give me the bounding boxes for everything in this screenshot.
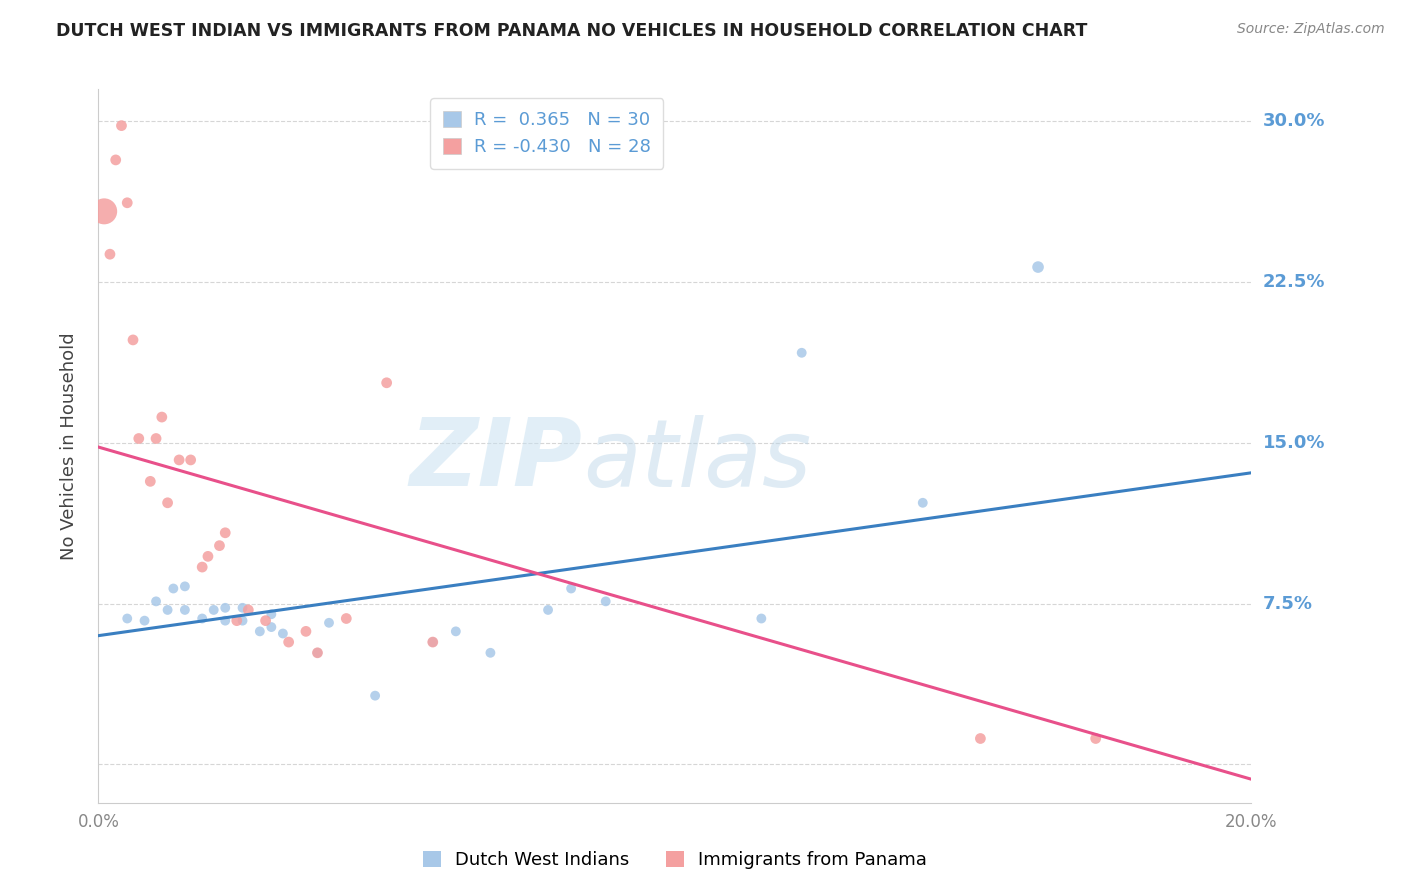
Point bbox=[537, 603, 560, 617]
Point bbox=[110, 119, 132, 133]
Point bbox=[260, 607, 283, 622]
Point bbox=[156, 496, 179, 510]
Point bbox=[139, 475, 162, 489]
Point bbox=[104, 153, 127, 167]
Text: atlas: atlas bbox=[582, 415, 811, 506]
Text: 22.5%: 22.5% bbox=[1263, 273, 1324, 291]
Point bbox=[260, 620, 283, 634]
Point bbox=[214, 600, 236, 615]
Y-axis label: No Vehicles in Household: No Vehicles in Household bbox=[59, 332, 77, 560]
Point bbox=[911, 496, 934, 510]
Point bbox=[156, 603, 179, 617]
Point bbox=[307, 646, 329, 660]
Point bbox=[560, 582, 582, 596]
Point bbox=[271, 626, 294, 640]
Point bbox=[128, 432, 150, 446]
Point bbox=[595, 594, 617, 608]
Point bbox=[790, 345, 813, 359]
Point bbox=[364, 689, 387, 703]
Point bbox=[208, 539, 231, 553]
Point bbox=[969, 731, 991, 746]
Point bbox=[249, 624, 271, 639]
Point bbox=[422, 635, 444, 649]
Point bbox=[174, 603, 197, 617]
Point bbox=[225, 614, 247, 628]
Text: 15.0%: 15.0% bbox=[1263, 434, 1324, 451]
Text: ZIP: ZIP bbox=[409, 414, 582, 507]
Point bbox=[214, 525, 236, 540]
Point bbox=[231, 614, 254, 628]
Text: DUTCH WEST INDIAN VS IMMIGRANTS FROM PANAMA NO VEHICLES IN HOUSEHOLD CORRELATION: DUTCH WEST INDIAN VS IMMIGRANTS FROM PAN… bbox=[56, 22, 1088, 40]
Legend: R =  0.365   N = 30, R = -0.430   N = 28: R = 0.365 N = 30, R = -0.430 N = 28 bbox=[430, 98, 664, 169]
Point bbox=[167, 453, 190, 467]
Point bbox=[162, 582, 184, 596]
Text: 7.5%: 7.5% bbox=[1263, 594, 1312, 613]
Point bbox=[307, 646, 329, 660]
Point bbox=[231, 600, 254, 615]
Point bbox=[197, 549, 219, 564]
Point bbox=[295, 624, 318, 639]
Point bbox=[174, 579, 197, 593]
Point bbox=[202, 603, 225, 617]
Point bbox=[145, 432, 167, 446]
Point bbox=[214, 614, 236, 628]
Point bbox=[318, 615, 340, 630]
Point bbox=[122, 333, 145, 347]
Point bbox=[422, 635, 444, 649]
Point bbox=[335, 611, 357, 625]
Point bbox=[444, 624, 467, 639]
Point bbox=[145, 594, 167, 608]
Point bbox=[238, 603, 260, 617]
Point bbox=[277, 635, 299, 649]
Point bbox=[134, 614, 156, 628]
Text: 30.0%: 30.0% bbox=[1263, 112, 1324, 130]
Point bbox=[98, 247, 121, 261]
Point bbox=[479, 646, 502, 660]
Point bbox=[1084, 731, 1107, 746]
Legend: Dutch West Indians, Immigrants from Panama: Dutch West Indians, Immigrants from Pana… bbox=[413, 842, 936, 879]
Point bbox=[751, 611, 773, 625]
Point bbox=[375, 376, 398, 390]
Text: Source: ZipAtlas.com: Source: ZipAtlas.com bbox=[1237, 22, 1385, 37]
Point bbox=[1026, 260, 1049, 274]
Point bbox=[191, 560, 214, 574]
Point bbox=[117, 611, 138, 625]
Point bbox=[93, 204, 115, 219]
Point bbox=[254, 614, 277, 628]
Point bbox=[191, 611, 214, 625]
Point bbox=[150, 410, 173, 425]
Point bbox=[180, 453, 202, 467]
Point bbox=[117, 195, 138, 210]
